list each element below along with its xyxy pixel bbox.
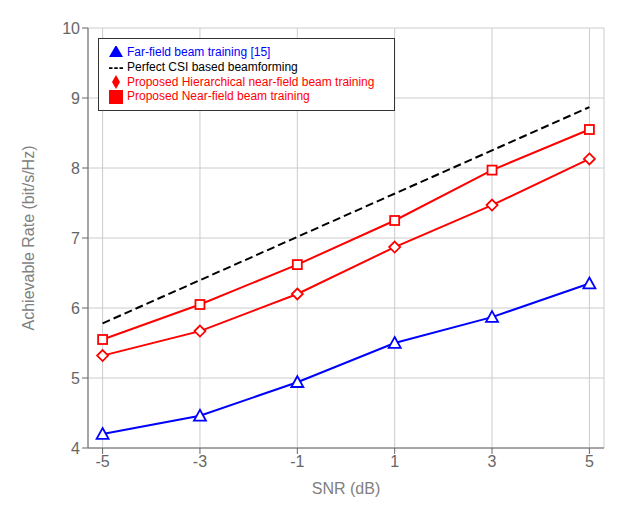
svg-text:5: 5 — [585, 453, 594, 470]
svg-text:Achievable Rate (bit/s/Hz): Achievable Rate (bit/s/Hz) — [20, 146, 37, 331]
html-text:Proposed Near-field beam train: Proposed Near-field beam training — [127, 89, 310, 104]
svg-text:3: 3 — [488, 453, 497, 470]
html-text:Proposed Hierarchical near-fie: Proposed Hierarchical near-field beam tr… — [127, 74, 375, 89]
svg-text:-1: -1 — [290, 453, 304, 470]
html-text:Perfect CSI based beamforming: Perfect CSI based beamforming — [127, 59, 298, 74]
svg-text:8: 8 — [71, 160, 80, 177]
svg-text:10: 10 — [62, 20, 80, 37]
svg-text:1: 1 — [390, 453, 399, 470]
html-text:Far-field beam training [15]: Far-field beam training [15] — [127, 45, 271, 59]
svg-text:5: 5 — [71, 370, 80, 387]
svg-text:-5: -5 — [95, 453, 109, 470]
svg-text:9: 9 — [71, 90, 80, 107]
svg-text:-3: -3 — [193, 453, 207, 470]
svg-text:4: 4 — [71, 440, 80, 457]
svg-text:SNR (dB): SNR (dB) — [312, 480, 380, 497]
svg-text:7: 7 — [71, 230, 80, 247]
svg-text:6: 6 — [71, 300, 80, 317]
